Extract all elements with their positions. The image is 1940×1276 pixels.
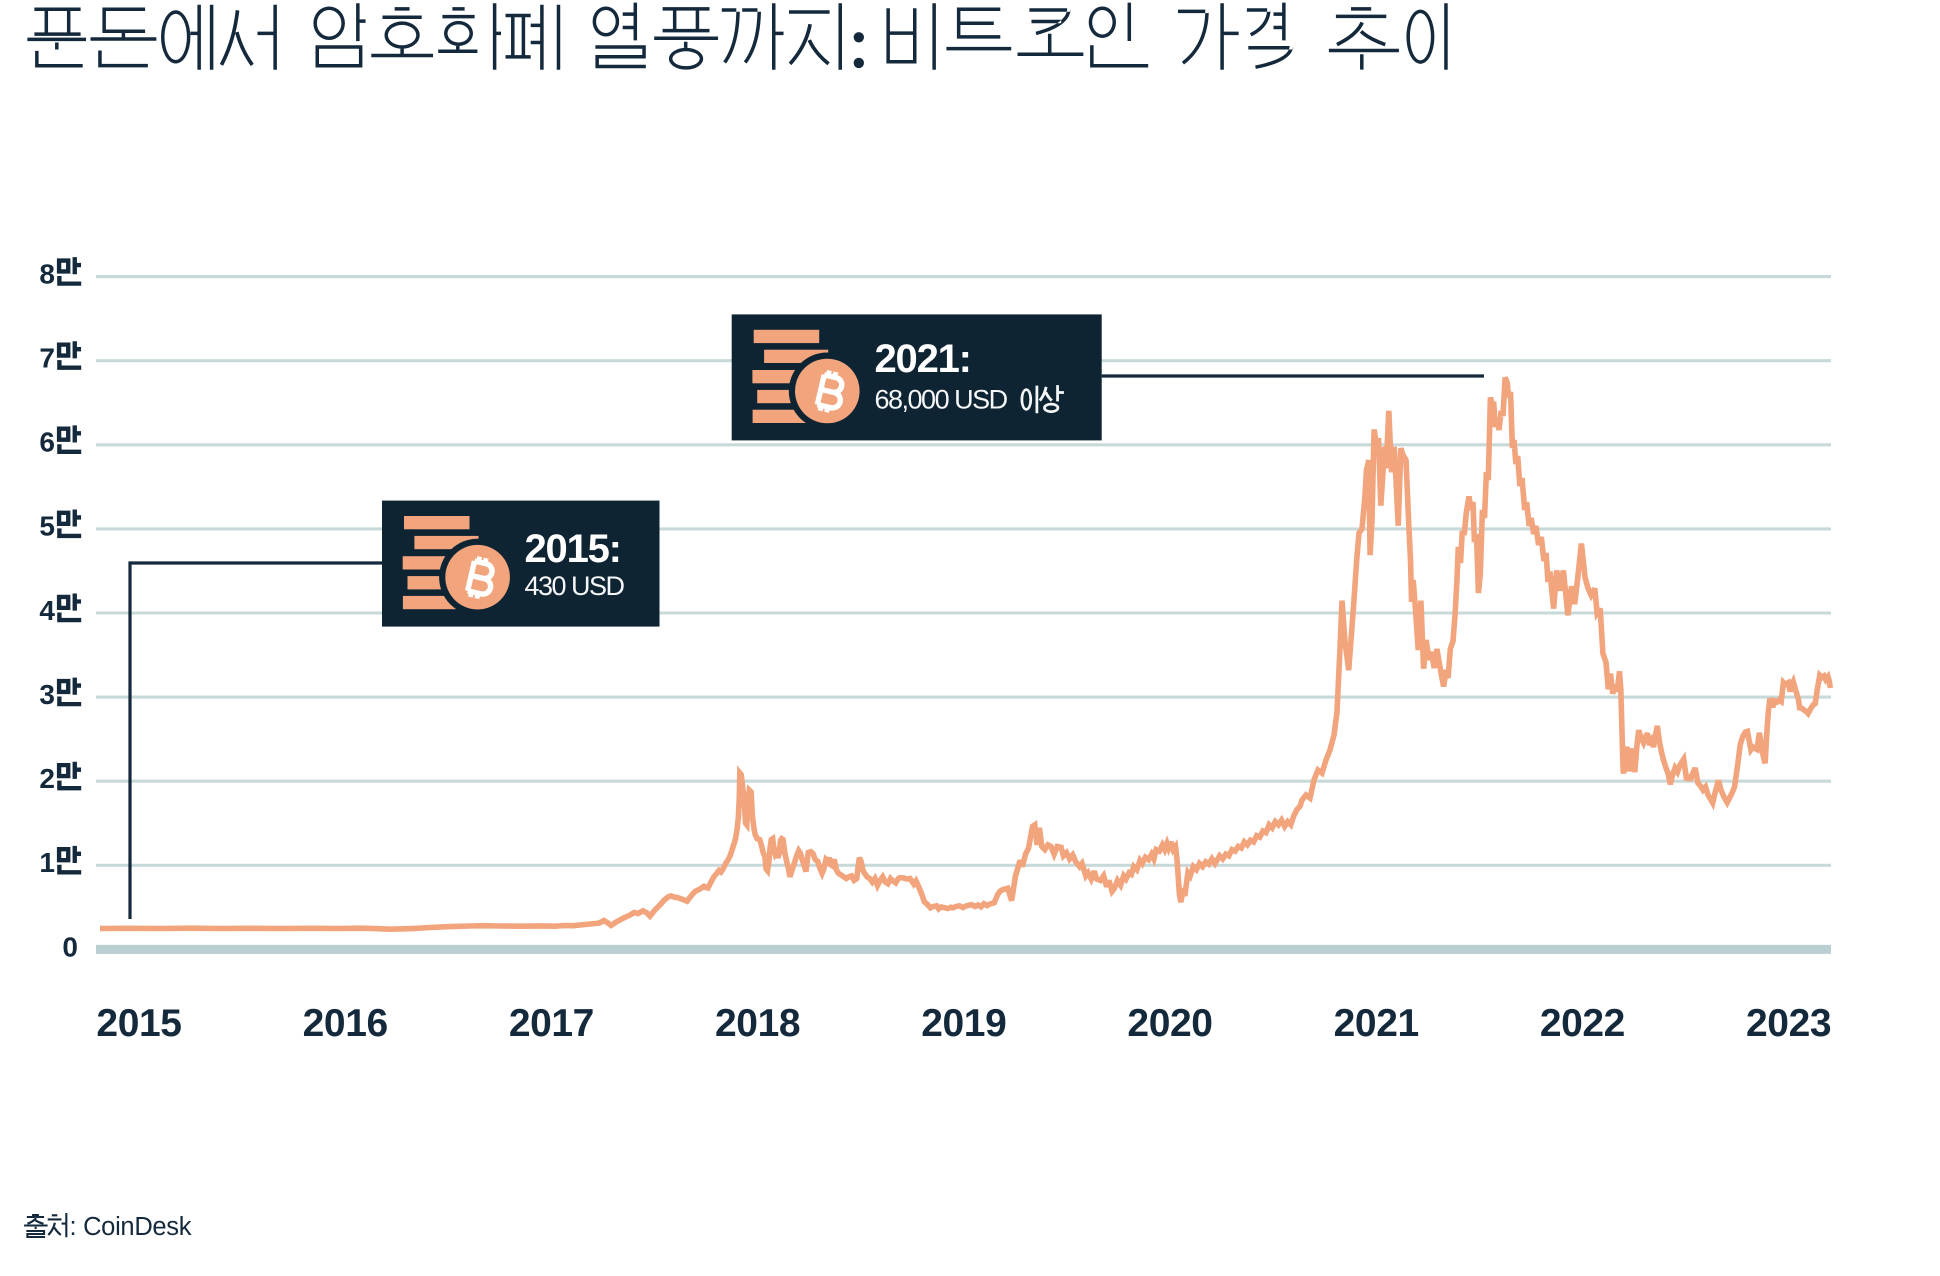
svg-text:1: 1 xyxy=(39,847,55,878)
svg-text:: CoinDesk: : CoinDesk xyxy=(70,1213,192,1241)
svg-text:2019: 2019 xyxy=(921,1002,1006,1045)
svg-text:2020: 2020 xyxy=(1127,1002,1212,1045)
svg-text:2017: 2017 xyxy=(509,1002,594,1045)
svg-text:3: 3 xyxy=(39,679,55,710)
svg-text:430 USD: 430 USD xyxy=(525,571,625,601)
svg-text:8: 8 xyxy=(39,258,55,289)
svg-text:2022: 2022 xyxy=(1540,1002,1625,1045)
svg-text:2021:: 2021: xyxy=(875,337,971,381)
svg-text:2015: 2015 xyxy=(96,1002,181,1045)
svg-text:6: 6 xyxy=(39,427,55,458)
svg-text:2016: 2016 xyxy=(303,1002,388,1045)
svg-text:2021: 2021 xyxy=(1334,1002,1419,1045)
svg-text:2023: 2023 xyxy=(1746,1002,1831,1045)
svg-text:5: 5 xyxy=(39,511,55,542)
svg-text:2: 2 xyxy=(39,763,55,794)
svg-text:0: 0 xyxy=(62,931,78,962)
svg-text:7: 7 xyxy=(39,343,55,374)
svg-text:2015:: 2015: xyxy=(525,527,621,571)
svg-text:4: 4 xyxy=(39,595,55,626)
svg-text:68,000 USD: 68,000 USD xyxy=(875,385,1008,415)
svg-text:2018: 2018 xyxy=(715,1002,800,1045)
